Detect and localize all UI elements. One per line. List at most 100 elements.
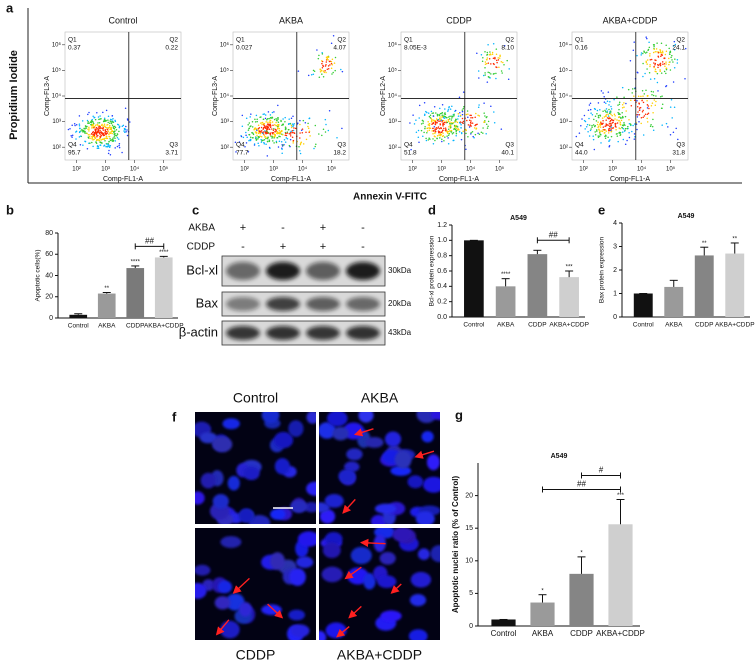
blot-band <box>226 326 260 340</box>
flow-event-dot <box>459 112 461 114</box>
flow-event-dot <box>292 125 294 128</box>
flow-event-dot <box>265 121 267 123</box>
flow-event-dot <box>440 127 443 130</box>
flow-event-dot <box>443 123 445 125</box>
flow-event-dot <box>81 120 84 122</box>
flow-event-dot <box>441 114 443 116</box>
flow-event-dot <box>607 115 610 117</box>
flow-event-dot <box>489 77 491 79</box>
flow-event-dot <box>253 143 256 145</box>
flow-event-dot <box>126 134 129 137</box>
flow-event-dot <box>633 95 635 97</box>
flow-event-dot <box>94 129 97 132</box>
flow-event-dot <box>610 113 612 115</box>
flow-event-dot <box>102 120 105 123</box>
flow-event-dot <box>258 144 260 147</box>
flow-event-dot <box>91 127 93 129</box>
flow-event-dot <box>105 119 108 122</box>
flow-event-dot <box>636 54 638 57</box>
flow-event-dot <box>433 126 436 128</box>
flow-event-dot <box>447 132 449 135</box>
flow-event-dot <box>321 51 323 54</box>
flow-event-dot <box>329 60 331 63</box>
flow-event-dot <box>449 122 451 125</box>
flow-event-dot <box>248 133 250 136</box>
significance-mark: **** <box>131 260 141 266</box>
flow-event-dot <box>460 138 463 141</box>
flow-event-dot <box>638 120 640 123</box>
flow-event-dot <box>256 134 258 137</box>
nucleus <box>212 436 233 453</box>
flow-event-dot <box>268 123 270 125</box>
flow-event-dot <box>455 118 457 121</box>
flow-event-dot <box>657 66 659 69</box>
flow-event-dot <box>597 114 600 117</box>
flow-event-dot <box>432 138 434 140</box>
flow-event-dot <box>321 62 323 65</box>
flow-event-dot <box>451 133 454 135</box>
flow-event-dot <box>455 120 457 123</box>
flow-event-dot <box>628 136 631 139</box>
flow-event-dot <box>84 130 86 133</box>
flow-event-dot <box>112 118 114 120</box>
flow-x-tick-label: 10³ <box>608 167 617 173</box>
flow-event-dot <box>448 118 451 120</box>
flow-event-dot <box>601 130 604 133</box>
chart-title: A549 <box>510 215 527 222</box>
flow-event-dot <box>110 128 113 131</box>
flow-event-dot <box>640 122 642 125</box>
flow-event-dot <box>328 110 331 112</box>
flow-event-dot <box>598 128 600 131</box>
flow-event-dot <box>293 123 295 125</box>
flow-y-tick-label: 10² <box>388 145 397 151</box>
flow-event-dot <box>471 117 474 119</box>
flow-event-dot <box>278 140 281 143</box>
y-axis-title: Bax protein expression <box>599 237 606 304</box>
nucleus <box>290 500 308 513</box>
flow-event-dot <box>585 126 588 128</box>
blot-band <box>266 326 300 340</box>
flow-event-dot <box>269 122 272 124</box>
y-axis-title: Bcl-xl protein expression <box>429 235 436 306</box>
flow-event-dot <box>615 126 617 128</box>
flow-event-dot <box>275 121 277 124</box>
flow-event-dot <box>593 125 596 128</box>
flow-event-dot <box>104 131 107 133</box>
flow-event-dot <box>92 123 94 126</box>
flow-event-dot <box>336 137 338 139</box>
flow-event-dot <box>107 121 109 124</box>
flow-event-dot <box>606 110 609 112</box>
flow-event-dot <box>268 139 271 142</box>
nucleus <box>430 545 440 563</box>
bracket-label: # <box>599 466 604 475</box>
flow-event-dot <box>656 42 658 44</box>
flow-event-dot <box>597 102 600 104</box>
flow-event-dot <box>121 125 124 127</box>
flow-event-dot <box>646 59 649 61</box>
flow-event-dot <box>285 137 288 139</box>
flow-event-dot <box>439 133 442 135</box>
flow-event-dot <box>441 116 443 118</box>
flow-event-dot <box>605 108 608 110</box>
blot-band <box>306 326 340 340</box>
nucleus <box>239 602 252 617</box>
flow-event-dot <box>99 136 102 138</box>
flow-event-dot <box>634 123 636 125</box>
bar <box>69 314 88 318</box>
flow-x-tick-label: 10⁵ <box>159 166 169 173</box>
flow-event-dot <box>331 58 334 61</box>
flow-event-dot <box>621 131 624 133</box>
flow-event-dot <box>307 74 310 77</box>
flow-event-dot <box>462 91 465 93</box>
flow-event-dot <box>638 109 641 112</box>
flow-event-dot <box>448 130 450 133</box>
flow-event-dot <box>662 63 664 65</box>
flow-event-dot <box>284 134 287 137</box>
flow-event-dot <box>605 125 607 127</box>
flow-event-dot <box>426 130 429 132</box>
flow-event-dot <box>434 122 437 125</box>
flow-event-dot <box>590 112 592 114</box>
flow-event-dot <box>467 116 469 118</box>
flow-event-dot <box>69 127 71 130</box>
flow-event-dot <box>591 113 594 116</box>
